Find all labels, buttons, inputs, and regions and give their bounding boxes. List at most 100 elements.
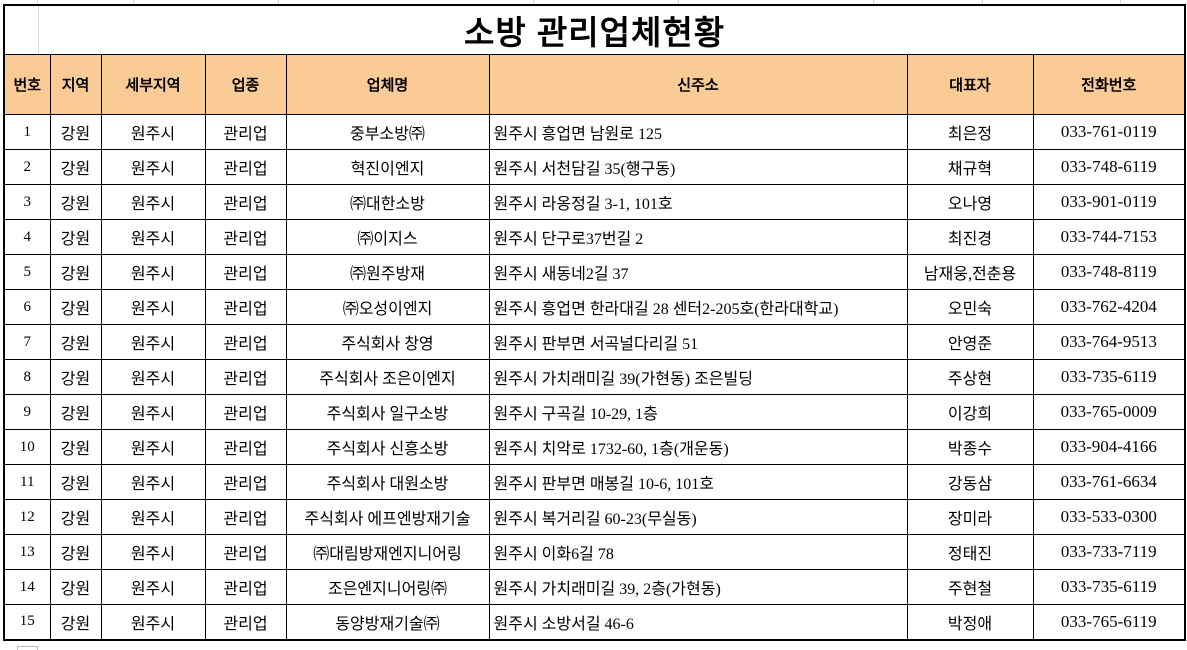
cell-ceo[interactable]: 장미라 — [906, 499, 1034, 535]
cell-industry[interactable]: 관리업 — [204, 569, 287, 605]
cell-address[interactable]: 원주시 치악로 1732-60, 1층(개운동) — [488, 429, 908, 465]
cell-phone[interactable]: 033-748-8119 — [1032, 254, 1186, 290]
cell-no[interactable]: 4 — [3, 219, 51, 255]
cell-company[interactable]: 조은엔지니어링㈜ — [285, 569, 490, 605]
cell-no[interactable]: 10 — [3, 429, 51, 465]
cell-address[interactable]: 원주시 새동네2길 37 — [488, 254, 908, 290]
cell-no[interactable]: 3 — [3, 184, 51, 220]
cell-region[interactable]: 강원 — [49, 184, 102, 220]
cell-ceo[interactable]: 주현철 — [906, 569, 1034, 605]
cell-region[interactable]: 강원 — [49, 254, 102, 290]
cell-address[interactable]: 원주시 가치래미길 39(가현동) 조은빌딩 — [488, 359, 908, 395]
cell-no[interactable]: 1 — [3, 114, 51, 150]
cell-no[interactable]: 14 — [3, 569, 51, 605]
cell-region[interactable]: 강원 — [49, 149, 102, 185]
cell-industry[interactable]: 관리업 — [204, 534, 287, 570]
cell-ceo[interactable]: 안영준 — [906, 324, 1034, 360]
cell-company[interactable]: 주식회사 대원소방 — [285, 464, 490, 500]
cell-address[interactable]: 원주시 서천담길 35(행구동) — [488, 149, 908, 185]
cell-phone[interactable]: 033-761-6634 — [1032, 464, 1186, 500]
cell-subregion[interactable]: 원주시 — [100, 569, 206, 605]
cell-industry[interactable]: 관리업 — [204, 604, 287, 640]
cell-subregion[interactable]: 원주시 — [100, 534, 206, 570]
cell-region[interactable]: 강원 — [49, 569, 102, 605]
cell-subregion[interactable]: 원주시 — [100, 359, 206, 395]
cell-subregion[interactable]: 원주시 — [100, 184, 206, 220]
cell-no[interactable]: 12 — [3, 499, 51, 535]
cell-industry[interactable]: 관리업 — [204, 359, 287, 395]
cell-subregion[interactable]: 원주시 — [100, 149, 206, 185]
cell-subregion[interactable]: 원주시 — [100, 464, 206, 500]
cell-subregion[interactable]: 원주시 — [100, 114, 206, 150]
cell-no[interactable]: 11 — [3, 464, 51, 500]
cell-region[interactable]: 강원 — [49, 359, 102, 395]
cell-phone[interactable]: 033-748-6119 — [1032, 149, 1186, 185]
cell-no[interactable]: 5 — [3, 254, 51, 290]
cell-company[interactable]: 혁진이엔지 — [285, 149, 490, 185]
cell-no[interactable]: 15 — [3, 604, 51, 640]
cell-phone[interactable]: 033-533-0300 — [1032, 499, 1186, 535]
cell-address[interactable]: 원주시 소방서길 46-6 — [488, 604, 908, 640]
cell-industry[interactable]: 관리업 — [204, 464, 287, 500]
cell-subregion[interactable]: 원주시 — [100, 219, 206, 255]
cell-ceo[interactable]: 박정애 — [906, 604, 1034, 640]
cell-region[interactable]: 강원 — [49, 219, 102, 255]
cell-company[interactable]: ㈜대림방재엔지니어링 — [285, 534, 490, 570]
cell-subregion[interactable]: 원주시 — [100, 394, 206, 430]
column-header-region[interactable]: 지역 — [49, 54, 102, 115]
cell-region[interactable]: 강원 — [49, 289, 102, 325]
cell-address[interactable]: 원주시 이화6길 78 — [488, 534, 908, 570]
cell-company[interactable]: ㈜오성이엔지 — [285, 289, 490, 325]
cell-address[interactable]: 원주시 라옹정길 3-1, 101호 — [488, 184, 908, 220]
cell-region[interactable]: 강원 — [49, 464, 102, 500]
cell-ceo[interactable]: 강동삼 — [906, 464, 1034, 500]
cell-subregion[interactable]: 원주시 — [100, 324, 206, 360]
cell-company[interactable]: 주식회사 일구소방 — [285, 394, 490, 430]
cell-company[interactable]: 주식회사 조은이엔지 — [285, 359, 490, 395]
cell-phone[interactable]: 033-733-7119 — [1032, 534, 1186, 570]
cell-phone[interactable]: 033-765-6119 — [1032, 604, 1186, 640]
cell-phone[interactable]: 033-735-6119 — [1032, 569, 1186, 605]
cell-address[interactable]: 원주시 단구로37번길 2 — [488, 219, 908, 255]
cell-company[interactable]: ㈜대한소방 — [285, 184, 490, 220]
cell-address[interactable]: 원주시 흥업면 남원로 125 — [488, 114, 908, 150]
cell-industry[interactable]: 관리업 — [204, 289, 287, 325]
cell-subregion[interactable]: 원주시 — [100, 499, 206, 535]
cell-region[interactable]: 강원 — [49, 604, 102, 640]
page-title[interactable]: 소방 관리업체현황 — [3, 4, 1186, 55]
cell-ceo[interactable]: 최은정 — [906, 114, 1034, 150]
cell-phone[interactable]: 033-901-0119 — [1032, 184, 1186, 220]
cell-subregion[interactable]: 원주시 — [100, 289, 206, 325]
cell-ceo[interactable]: 주상현 — [906, 359, 1034, 395]
cell-company[interactable]: 중부소방㈜ — [285, 114, 490, 150]
cell-region[interactable]: 강원 — [49, 429, 102, 465]
cell-address[interactable]: 원주시 판부면 서곡널다리길 51 — [488, 324, 908, 360]
cell-no[interactable]: 6 — [3, 289, 51, 325]
cell-phone[interactable]: 033-764-9513 — [1032, 324, 1186, 360]
cell-company[interactable]: 동양방재기술㈜ — [285, 604, 490, 640]
column-header-address[interactable]: 신주소 — [488, 54, 908, 115]
cell-ceo[interactable]: 오민숙 — [906, 289, 1034, 325]
cell-ceo[interactable]: 최진경 — [906, 219, 1034, 255]
cell-subregion[interactable]: 원주시 — [100, 254, 206, 290]
cell-ceo[interactable]: 정태진 — [906, 534, 1034, 570]
cell-ceo[interactable]: 남재웅,전춘용 — [906, 254, 1034, 290]
cell-phone[interactable]: 033-744-7153 — [1032, 219, 1186, 255]
cell-industry[interactable]: 관리업 — [204, 499, 287, 535]
column-header-no[interactable]: 번호 — [3, 54, 51, 115]
cell-address[interactable]: 원주시 가치래미길 39, 2층(가현동) — [488, 569, 908, 605]
cell-region[interactable]: 강원 — [49, 499, 102, 535]
column-header-subregion[interactable]: 세부지역 — [100, 54, 206, 115]
cell-no[interactable]: 9 — [3, 394, 51, 430]
cell-no[interactable]: 8 — [3, 359, 51, 395]
cell-industry[interactable]: 관리업 — [204, 149, 287, 185]
cell-company[interactable]: 주식회사 신흥소방 — [285, 429, 490, 465]
cell-industry[interactable]: 관리업 — [204, 184, 287, 220]
cell-no[interactable]: 13 — [3, 534, 51, 570]
cell-phone[interactable]: 033-735-6119 — [1032, 359, 1186, 395]
cell-phone[interactable]: 033-904-4166 — [1032, 429, 1186, 465]
cell-no[interactable]: 2 — [3, 149, 51, 185]
cell-industry[interactable]: 관리업 — [204, 394, 287, 430]
cell-region[interactable]: 강원 — [49, 114, 102, 150]
cell-address[interactable]: 원주시 구곡길 10-29, 1층 — [488, 394, 908, 430]
